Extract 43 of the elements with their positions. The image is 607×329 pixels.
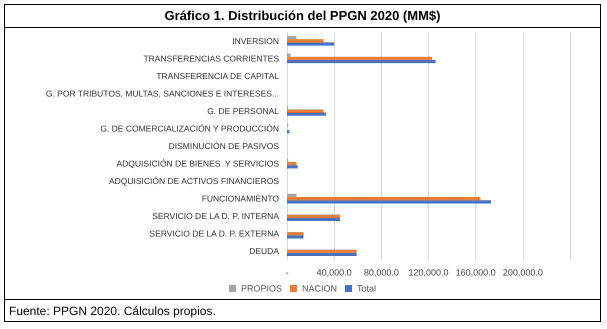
bar: [287, 194, 296, 198]
bar: [287, 53, 291, 57]
x-tick-label: 200,000.0: [502, 268, 543, 278]
bar: [287, 252, 357, 256]
legend-label: PROPIOS: [240, 284, 282, 294]
legend-label: Total: [357, 284, 376, 294]
chart-title: Gráfico 1. Distribución del PPGN 2020 (MM$): [5, 5, 600, 28]
y-tick-label: DEUDA: [249, 246, 280, 256]
bar: [287, 218, 340, 221]
bar: [287, 56, 432, 60]
y-tick-label: INVERSION: [232, 36, 279, 46]
bar: [287, 112, 326, 116]
x-tick-label: -: [286, 268, 288, 278]
bar: [287, 42, 334, 46]
y-tick-label: G. DE COMERCIALIZACIÓN Y PRODUCCIÓN: [100, 123, 279, 134]
bar: [287, 232, 304, 236]
x-tick-label: 160,000.0: [456, 268, 496, 278]
y-tick-label: ADQUISICIÓN DE BIENES Y SERVICIOS: [116, 158, 280, 169]
legend-label: NACION: [302, 284, 338, 294]
bar: [287, 165, 298, 168]
bar: [287, 60, 436, 64]
y-tick-label: SERVICIO DE LA D. P. EXTERNA: [149, 228, 280, 239]
bar: [287, 235, 304, 239]
bar: [287, 200, 491, 204]
x-tick-label: 120,000.0: [408, 268, 449, 278]
bar: [287, 214, 340, 218]
y-tick-label: G. DE PERSONAL: [207, 106, 280, 116]
y-tick-label: TRANSFERENCIA DE CAPITAL: [156, 70, 280, 81]
x-tick-label: 40,000.0: [316, 268, 352, 278]
y-tick-label: DISMINUCIÓN DE PASIVOS: [168, 141, 280, 151]
x-tick-label: 80,000.0: [364, 268, 399, 278]
bar: [287, 39, 324, 42]
bar: [287, 197, 480, 200]
y-tick-label: TRANSFERENCIAS CORRIENTES: [143, 53, 280, 64]
y-tick-label: G. POR TRIBUTOS, MULTAS, SANCIONES E INTERESES...: [46, 88, 279, 98]
bar: [287, 162, 296, 166]
bar: [287, 250, 357, 253]
bar: [287, 36, 296, 40]
y-tick-label: ADQUISICIÓN DE ACTIVOS FINANCIEROS: [108, 176, 280, 186]
source-note: Fuente: PPGN 2020. Cálculos propios.: [5, 299, 600, 321]
y-tick-label: SERVICIO DE LA D. P. INTERNA: [152, 211, 280, 222]
bar: [287, 109, 324, 113]
y-tick-label: FUNCIONAMIENTO: [202, 194, 280, 204]
